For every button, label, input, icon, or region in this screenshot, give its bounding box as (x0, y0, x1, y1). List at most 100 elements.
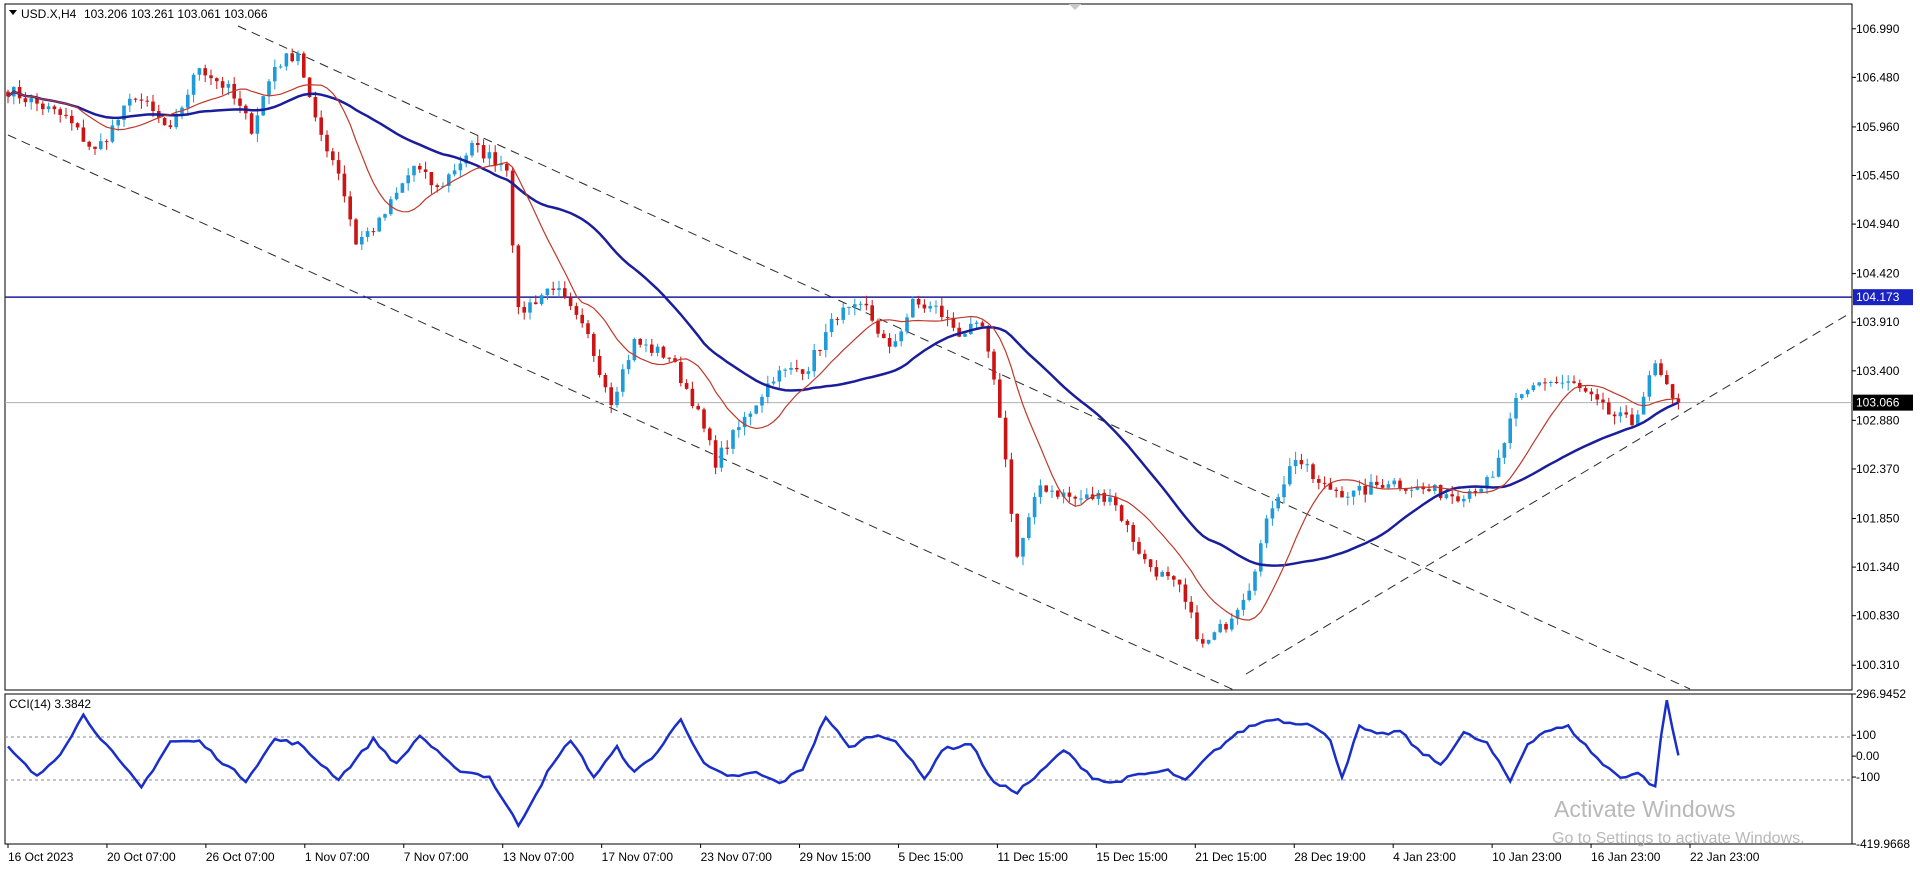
candle-body (505, 164, 509, 171)
candle-body (1021, 537, 1025, 557)
candle-body (1502, 443, 1507, 458)
time-axis[interactable]: 16 Oct 2023 20 Oct 07:00 26 Oct 07:00 1 Nov… (7, 844, 1760, 864)
candle-body (1201, 639, 1205, 644)
candle-body (29, 98, 33, 103)
candle-body (1241, 599, 1246, 610)
candle-body (626, 360, 631, 370)
candle-body (435, 185, 439, 188)
candle-body (452, 170, 457, 175)
candle-body (760, 396, 764, 406)
candle-body (1491, 476, 1495, 478)
channel-lower-line[interactable] (7, 134, 1235, 691)
candle-body (1363, 485, 1367, 495)
candle-body (882, 333, 886, 339)
candle-body (1456, 496, 1460, 502)
candle-body (1108, 497, 1112, 502)
price-tick-label: 101.340 (1856, 560, 1900, 574)
candle-body (1386, 484, 1391, 488)
candle-body (557, 288, 561, 290)
candle-body (974, 322, 979, 324)
candle-body (928, 306, 932, 309)
candle-body (1630, 414, 1634, 426)
candle-body (719, 447, 724, 468)
candle-body (1056, 490, 1060, 497)
candle-body (412, 165, 416, 176)
candle-body (1409, 489, 1414, 491)
candle-body (1282, 484, 1286, 498)
candle-body (104, 141, 109, 143)
price-tick-label: 103.910 (1856, 315, 1900, 329)
time-tick-label: 16 Oct 2023 (8, 850, 74, 864)
candle-body (1479, 488, 1483, 493)
chart-menu-triangle-icon[interactable] (9, 10, 17, 15)
time-tick-label: 15 Dec 15:00 (1096, 850, 1168, 864)
candle-body (1612, 414, 1617, 417)
candle-body (476, 142, 480, 146)
uptrend-line[interactable] (1245, 311, 1853, 675)
candle-body (493, 152, 497, 166)
candle-body (568, 297, 573, 307)
price-tick-label: 104.940 (1856, 217, 1900, 231)
candle-body (278, 66, 283, 68)
candle-body (1264, 518, 1269, 544)
candle-body (1647, 375, 1652, 397)
candle-body (1038, 485, 1043, 498)
candle-body (296, 53, 300, 62)
candle-body (1079, 498, 1083, 500)
candle-body (1125, 520, 1130, 526)
price-tick-label: 106.990 (1856, 22, 1900, 36)
channel-upper-line[interactable] (237, 25, 1691, 690)
candle-body (394, 192, 399, 200)
candle-body (638, 339, 642, 345)
level-price-tag: 104.173 (1856, 290, 1900, 304)
time-tick-label: 26 Oct 07:00 (206, 850, 275, 864)
cci-axis[interactable]: 296.9452 100 0.00 -100 -419.9668 (1852, 687, 1910, 851)
candle-body (336, 160, 341, 174)
price-axis[interactable]: 106.990 106.480 105.960 105.450 104.940 104.4… (1852, 22, 1900, 672)
candle-body (1404, 487, 1408, 491)
candle-body (1218, 623, 1222, 633)
candle-body (1114, 497, 1118, 506)
candle-body (1073, 496, 1077, 499)
candle-body (586, 323, 590, 334)
cci-line[interactable] (7, 699, 1680, 829)
candle-body (1589, 391, 1594, 395)
candle-body (1212, 632, 1217, 640)
candle-body (812, 349, 816, 372)
candle-body (1166, 572, 1170, 577)
candle-body (99, 141, 103, 149)
ma-slow-line[interactable] (7, 90, 1679, 567)
candle-body (864, 303, 869, 306)
candle-body (406, 175, 410, 184)
candle-body (81, 127, 86, 142)
candle-body (621, 369, 625, 392)
candle-body (1433, 484, 1437, 491)
candle-body (365, 231, 370, 238)
candle-body (1566, 381, 1570, 383)
candle-body (777, 370, 782, 382)
candle-body (383, 214, 387, 218)
candle-body (1346, 496, 1350, 498)
time-tick-label: 7 Nov 07:00 (404, 850, 469, 864)
candle-body (1247, 590, 1251, 600)
candle-body (847, 306, 851, 308)
candle-body (168, 125, 173, 128)
candle-body (249, 113, 254, 134)
candle-body (464, 155, 468, 164)
candle-body (377, 217, 381, 232)
candle-body (162, 118, 167, 126)
candle-body (1427, 489, 1431, 491)
scroll-marker-icon[interactable] (1069, 4, 1081, 10)
candle-body (87, 141, 91, 147)
candle-body (905, 317, 909, 332)
last-price-tag: 103.066 (1856, 396, 1900, 410)
candle-body (609, 387, 613, 406)
candle-body (261, 96, 265, 116)
ma-fast-line[interactable] (7, 83, 1679, 621)
candle-body (563, 288, 567, 298)
candle-body (1224, 623, 1228, 630)
candle-body (128, 98, 132, 106)
candle-body (1160, 572, 1164, 577)
